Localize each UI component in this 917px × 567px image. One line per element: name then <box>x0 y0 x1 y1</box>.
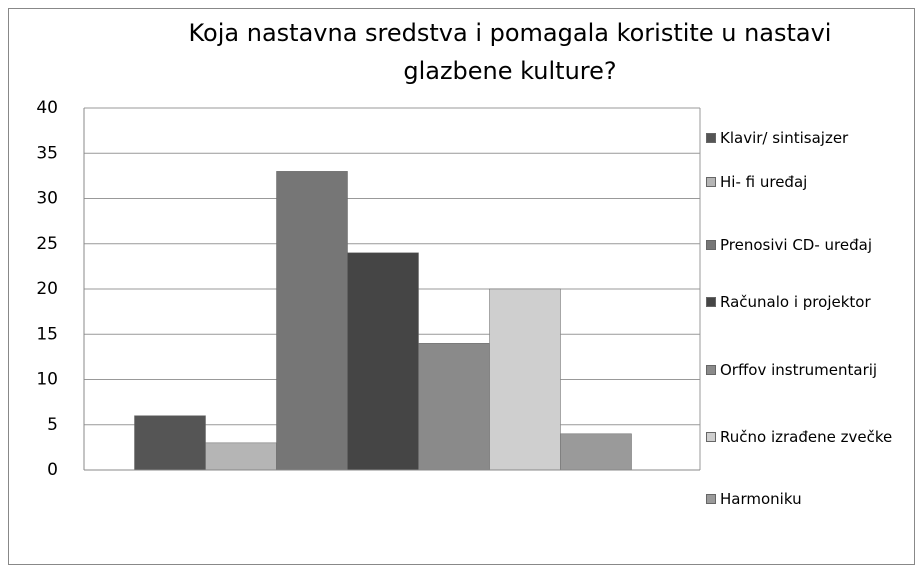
y-tick-label: 0 <box>47 460 58 480</box>
bar <box>347 252 419 471</box>
legend-item: Klavir/ sintisajzer <box>706 127 900 149</box>
bar <box>205 442 277 471</box>
legend-label: Hi- fi uređaj <box>720 173 808 191</box>
bar <box>560 433 632 471</box>
legend-swatch <box>706 365 716 375</box>
legend-item: Prenosivi CD- uređaj <box>706 234 900 256</box>
legend-item: Orffov instrumentarij <box>706 359 900 381</box>
legend-item: Ručno izrađene zvečke <box>706 426 900 448</box>
bar <box>134 415 206 471</box>
legend-swatch <box>706 133 716 143</box>
y-tick-label: 10 <box>36 370 58 390</box>
legend-label: Harmoniku <box>720 490 802 508</box>
chart-border <box>8 8 915 565</box>
y-tick-label: 15 <box>36 324 58 344</box>
bar <box>489 288 561 471</box>
y-tick-label: 40 <box>36 98 58 118</box>
legend-label: Računalo i projektor <box>720 293 871 311</box>
y-tick-label: 30 <box>36 189 58 209</box>
legend-swatch <box>706 240 716 250</box>
legend-label: Prenosivi CD- uređaj <box>720 236 872 254</box>
bar <box>276 171 348 471</box>
bar <box>418 343 490 471</box>
chart-title: Koja nastavna sredstva i pomagala korist… <box>188 19 832 85</box>
y-tick-label: 25 <box>36 234 58 254</box>
legend-item: Harmoniku <box>706 488 900 510</box>
legend-swatch <box>706 494 716 504</box>
legend-swatch <box>706 297 716 307</box>
legend-item: Računalo i projektor <box>706 291 900 313</box>
legend-swatch <box>706 432 716 442</box>
legend-label: Klavir/ sintisajzer <box>720 129 849 147</box>
legend-label: Ručno izrađene zvečke <box>720 428 893 446</box>
y-tick-label: 35 <box>36 143 58 163</box>
y-tick-label: 20 <box>36 279 58 299</box>
legend-item: Hi- fi uređaj <box>706 171 900 193</box>
legend-label: Orffov instrumentarij <box>720 361 878 379</box>
legend-swatch <box>706 177 716 187</box>
y-tick-label: 5 <box>47 415 58 435</box>
